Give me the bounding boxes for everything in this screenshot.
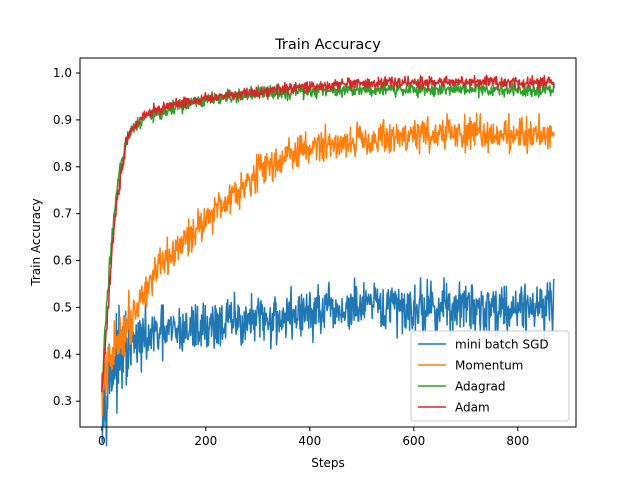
x-tick-label: 400 — [298, 434, 321, 448]
y-axis-title: Train Accuracy — [29, 198, 43, 286]
ticks-layer: 0 200 400 600 800 0.3 0.4 0.5 0.6 0.7 0.8 0.9 1.0 — [53, 66, 529, 448]
legend-label-1: mini batch SGD — [455, 338, 549, 352]
y-tick-label: 0.5 — [53, 300, 72, 314]
y-tick-label: 0.4 — [53, 347, 72, 361]
y-tick-label: 0.6 — [53, 254, 72, 268]
series-line-2 — [101, 112, 555, 417]
legend-label-3: Adagrad — [455, 380, 506, 394]
x-tick-label: 200 — [194, 434, 217, 448]
legend: mini batch SGD Momentum Adagrad Adam — [410, 330, 570, 422]
chart-title: Train Accuracy — [274, 37, 381, 53]
x-tick-label: 0 — [98, 434, 106, 448]
y-tick-label: 0.3 — [53, 394, 72, 408]
legend-label-2: Momentum — [455, 359, 523, 373]
series-line-4 — [101, 74, 555, 393]
x-tick-label: 800 — [506, 434, 529, 448]
legend-label-4: Adam — [455, 401, 490, 415]
x-axis-title: Steps — [311, 456, 345, 470]
series-layer — [101, 74, 555, 447]
y-tick-label: 0.8 — [53, 160, 72, 174]
y-tick-label: 1.0 — [53, 66, 72, 80]
y-tick-label: 0.7 — [53, 207, 72, 221]
y-tick-label: 0.9 — [53, 113, 72, 127]
legend-box — [410, 330, 570, 422]
x-tick-label: 600 — [402, 434, 425, 448]
plot-frame — [79, 57, 577, 428]
series-line-1 — [101, 277, 555, 447]
